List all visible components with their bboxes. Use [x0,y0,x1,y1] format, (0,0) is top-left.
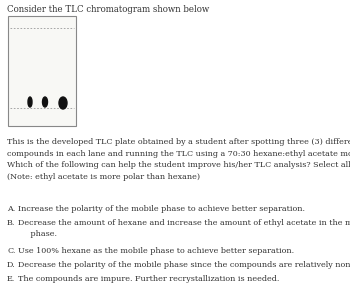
Bar [8,16,76,126]
Text: E.: E. [7,275,15,283]
Ellipse shape [42,97,48,107]
Text: B.: B. [7,219,15,227]
Text: D.: D. [7,261,16,269]
Text: Decrease the amount of hexane and increase the amount of ethyl acetate in the mo: Decrease the amount of hexane and increa… [18,219,350,238]
Text: Increase the polarity of the mobile phase to achieve better separation.: Increase the polarity of the mobile phas… [18,205,305,213]
Ellipse shape [59,97,67,109]
Text: This is the developed TLC plate obtained by a student after spotting three (3) d: This is the developed TLC plate obtained… [7,138,350,181]
Text: C.: C. [7,247,15,255]
Text: A.: A. [7,205,15,213]
Text: The compounds are impure. Further recrystallization is needed.: The compounds are impure. Further recrys… [18,275,279,283]
Ellipse shape [28,97,32,107]
Text: Consider the TLC chromatogram shown below: Consider the TLC chromatogram shown belo… [7,5,209,14]
Text: Use 100% hexane as the mobile phase to achieve better separation.: Use 100% hexane as the mobile phase to a… [18,247,294,255]
Text: Decrease the polarity of the mobile phase since the compounds are relatively non: Decrease the polarity of the mobile phas… [18,261,350,269]
